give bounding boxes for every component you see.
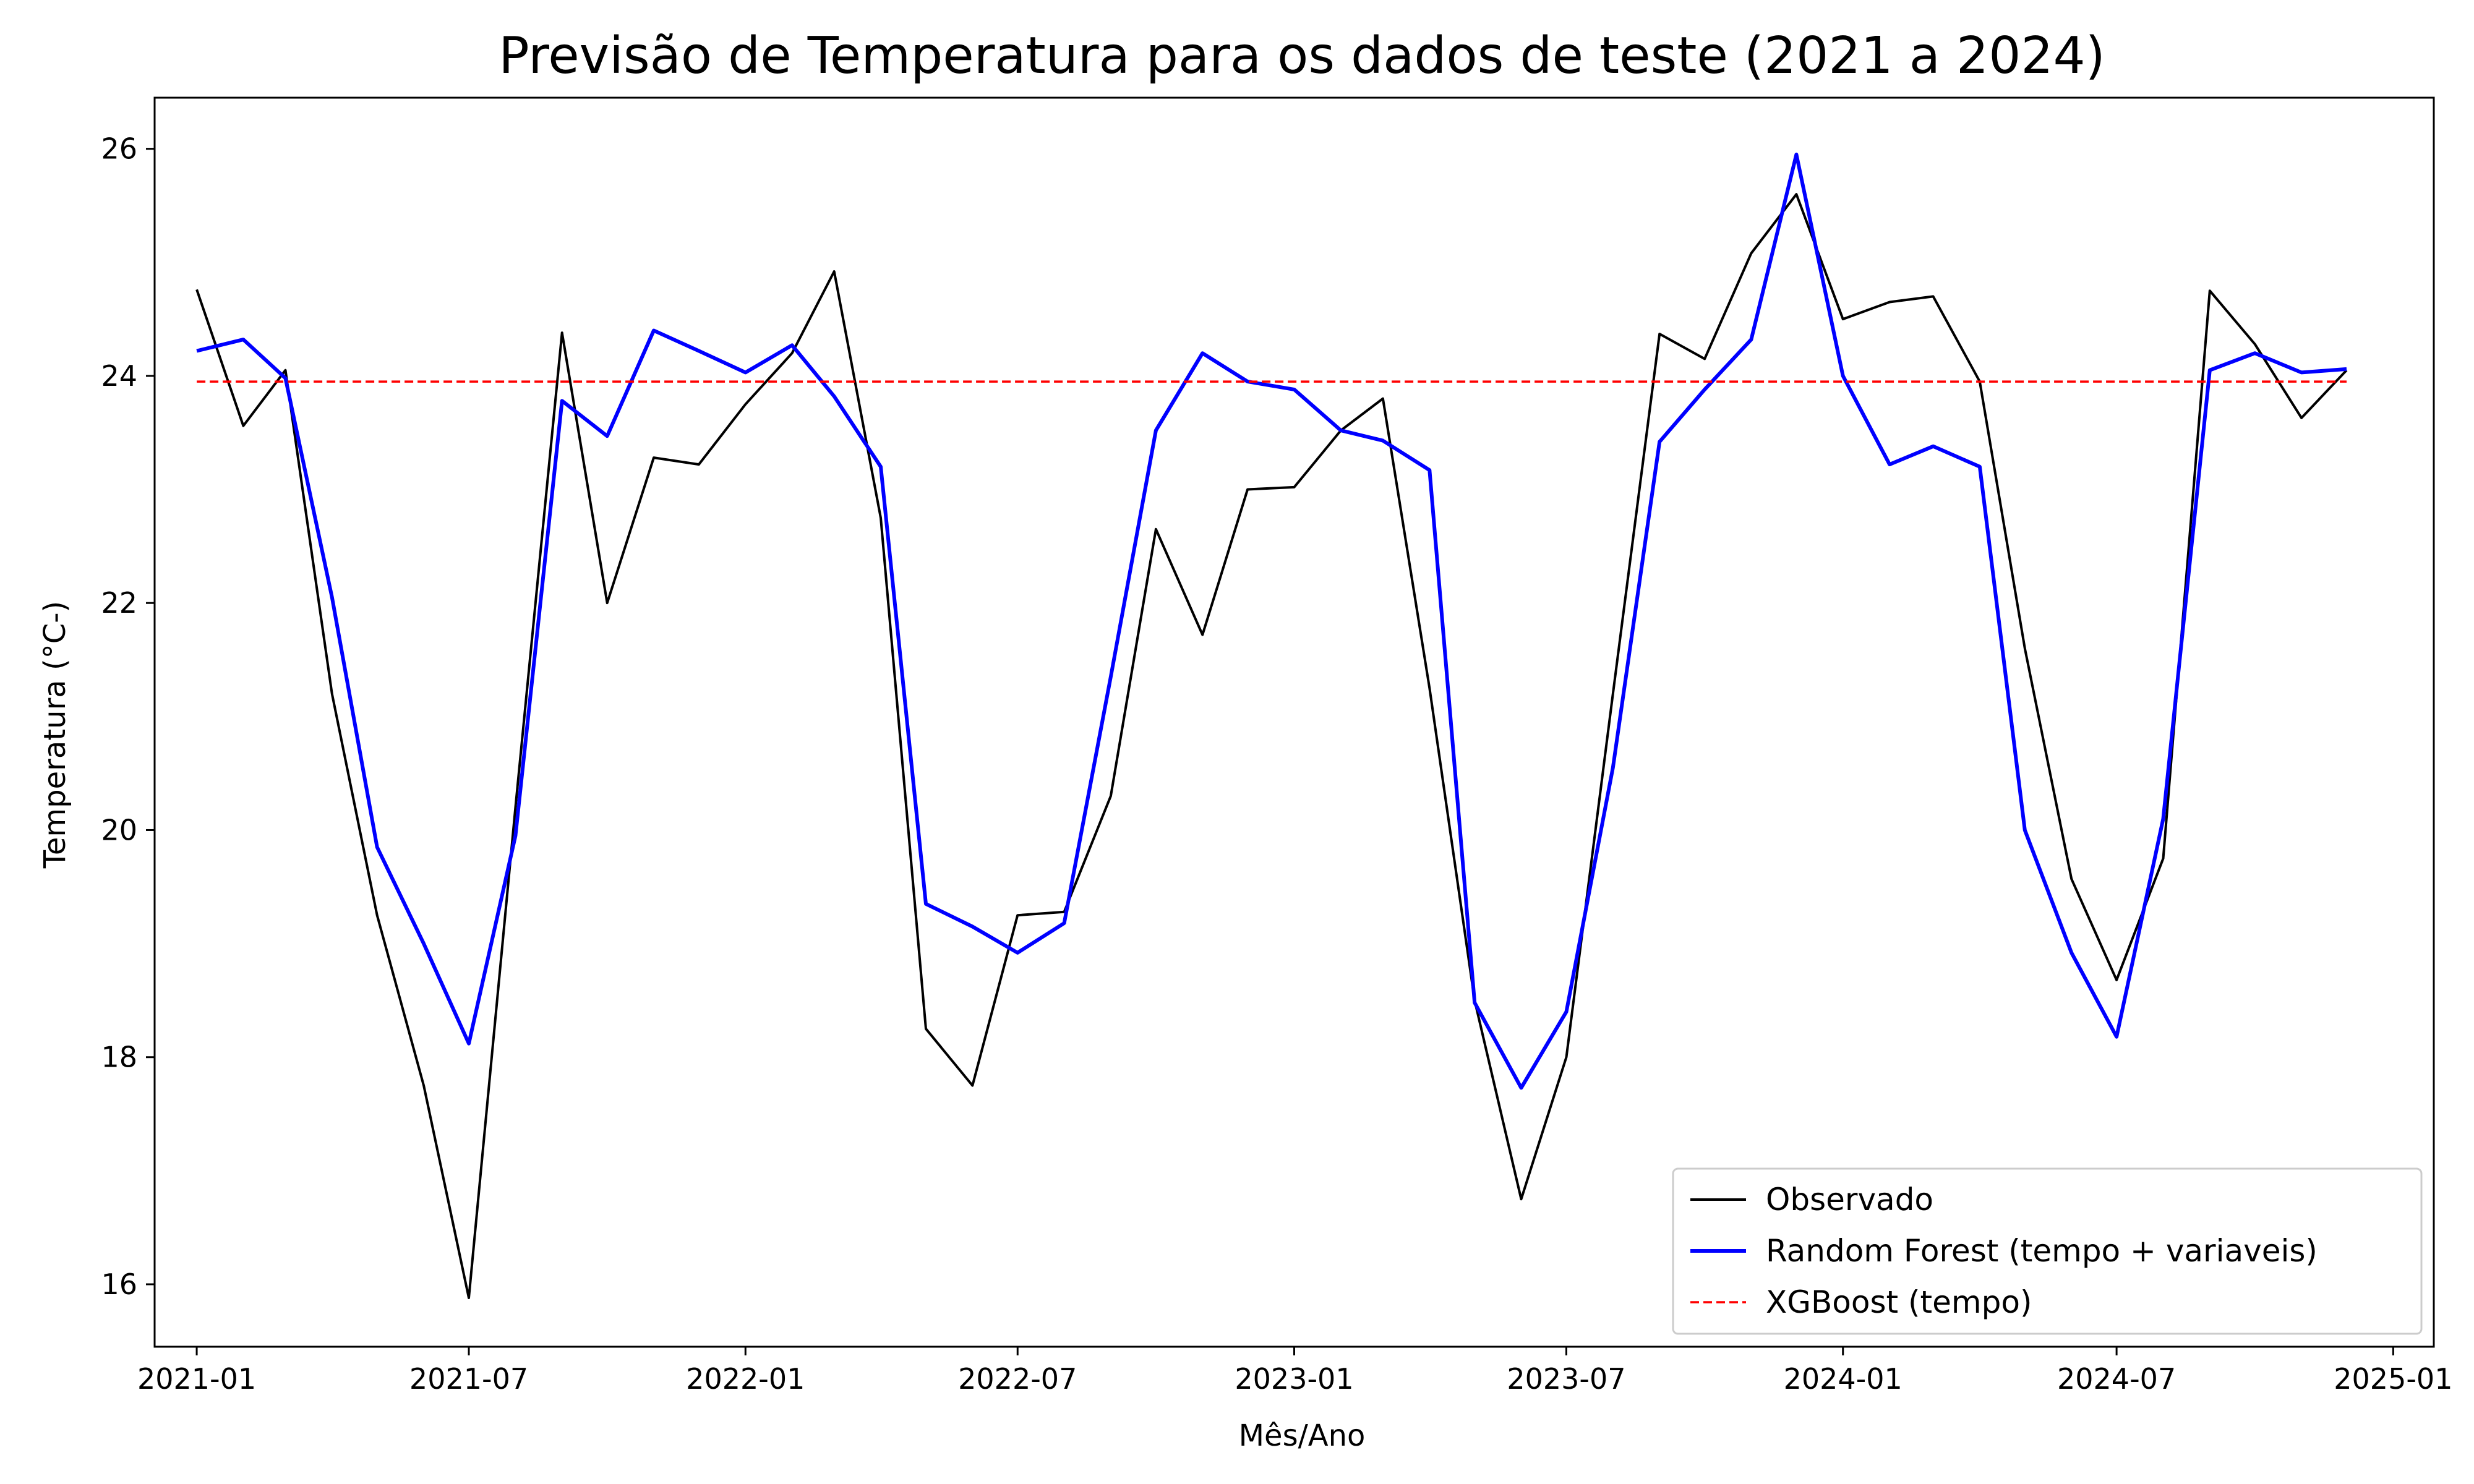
legend: Observado Random Forest (tempo + variavei… — [1672, 1167, 2423, 1335]
y-tick-label-2: 20 — [101, 813, 137, 846]
y-tick-label-1: 18 — [101, 1041, 137, 1074]
x-tick-label-8: 2025-01 — [2334, 1362, 2452, 1396]
x-tick-label-6: 2024-01 — [1784, 1362, 1903, 1396]
series-line-1 — [196, 152, 2347, 1090]
x-tick-label-7: 2024-07 — [2057, 1362, 2176, 1396]
y-tick-label-0: 16 — [101, 1268, 137, 1301]
x-tick-label-4: 2023-01 — [1235, 1362, 1353, 1396]
y-tick-label-5: 26 — [101, 132, 137, 166]
x-tick-label-3: 2022-07 — [958, 1362, 1077, 1396]
chart-title: Previsão de Temperatura para os dados de… — [499, 27, 2105, 85]
legend-label-2: XGBoost (tempo) — [1766, 1284, 2032, 1320]
legend-box — [1672, 1167, 2423, 1335]
series-line-0 — [195, 193, 2348, 1299]
x-axis-label: Mês/Ano — [1239, 1418, 1366, 1453]
y-tick-label-3: 22 — [101, 586, 137, 620]
x-tick-label-2: 2022-01 — [686, 1362, 805, 1396]
y-axis-label: Temperatura (°C-) — [38, 601, 72, 869]
x-tick-label-1: 2021-07 — [409, 1362, 528, 1396]
legend-label-0: Observado — [1766, 1182, 1933, 1217]
legend-label-1: Random Forest (tempo + variaveis) — [1766, 1233, 2318, 1269]
y-tick-label-4: 24 — [101, 359, 137, 393]
x-tick-label-0: 2021-01 — [137, 1362, 256, 1396]
x-tick-label-5: 2023-07 — [1507, 1362, 1625, 1396]
plot-area — [195, 152, 2348, 1299]
axes: 16 18 20 22 24 26 2021-01 2021-07 2022-01 2022-07… — [101, 96, 2452, 1396]
